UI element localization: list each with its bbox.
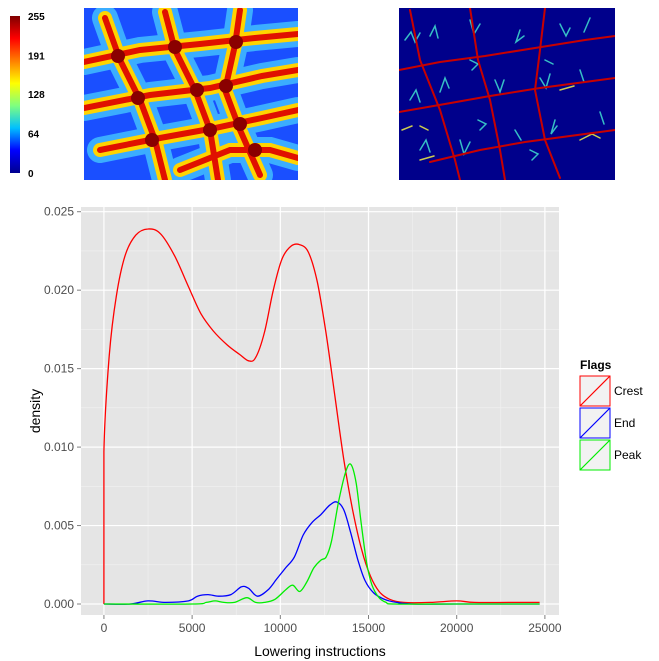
colorbar-ticks: 255 191 128 64 0: [28, 12, 45, 180]
legend: Flags Crest End Peak: [579, 358, 643, 471]
x-tick-label: 0: [101, 621, 108, 635]
legend-items: Crest End Peak: [579, 375, 643, 471]
skeleton-image: [399, 8, 615, 180]
y-tick-label: 0.010: [44, 440, 74, 454]
density-image: [84, 8, 298, 180]
x-axis-ticks: 0 5000 10000 15000 20000 25000: [101, 615, 562, 635]
colorbar-tick-label: 191: [28, 51, 45, 62]
colorbar-tick-label: 255: [28, 12, 45, 23]
colorbar-tick-label: 128: [28, 90, 45, 101]
legend-key-line: [579, 407, 611, 439]
x-tick-label: 10000: [264, 621, 298, 635]
series-line-peak: [103, 463, 540, 605]
y-tick-label: 0.025: [44, 205, 74, 219]
colorbar: 255 191 128 64 0: [10, 12, 45, 180]
x-tick-label: 25000: [528, 621, 562, 635]
x-tick-label: 5000: [179, 621, 206, 635]
colorbar-tick-label: 64: [28, 130, 40, 141]
legend-item-peak: Peak: [579, 439, 642, 471]
legend-label: Crest: [614, 384, 643, 398]
grid-minor: [81, 207, 559, 615]
legend-title: Flags: [580, 358, 612, 372]
colorbar-gradient: [10, 16, 20, 173]
y-tick-label: 0.020: [44, 283, 74, 297]
legend-key-line: [579, 375, 611, 407]
x-axis-title: Lowering instructions: [254, 643, 386, 659]
plot-panel: [81, 207, 559, 615]
y-tick-label: 0.005: [44, 519, 74, 533]
x-tick-label: 15000: [352, 621, 386, 635]
legend-item-crest: Crest: [579, 375, 643, 407]
y-axis-ticks: 0.000 0.005 0.010 0.015 0.020 0.025: [44, 205, 81, 611]
series-line-end: [103, 501, 540, 605]
legend-label: Peak: [614, 448, 642, 462]
colorbar-tick-label: 0: [28, 169, 34, 180]
series-lines: [103, 228, 540, 605]
x-tick-label: 20000: [440, 621, 474, 635]
y-tick-label: 0.000: [44, 597, 74, 611]
legend-key-line: [579, 439, 611, 471]
legend-item-end: End: [579, 407, 635, 439]
y-axis-title: density: [27, 389, 43, 433]
legend-label: End: [614, 416, 635, 430]
y-tick-label: 0.015: [44, 362, 74, 376]
series-line-crest: [103, 228, 540, 604]
